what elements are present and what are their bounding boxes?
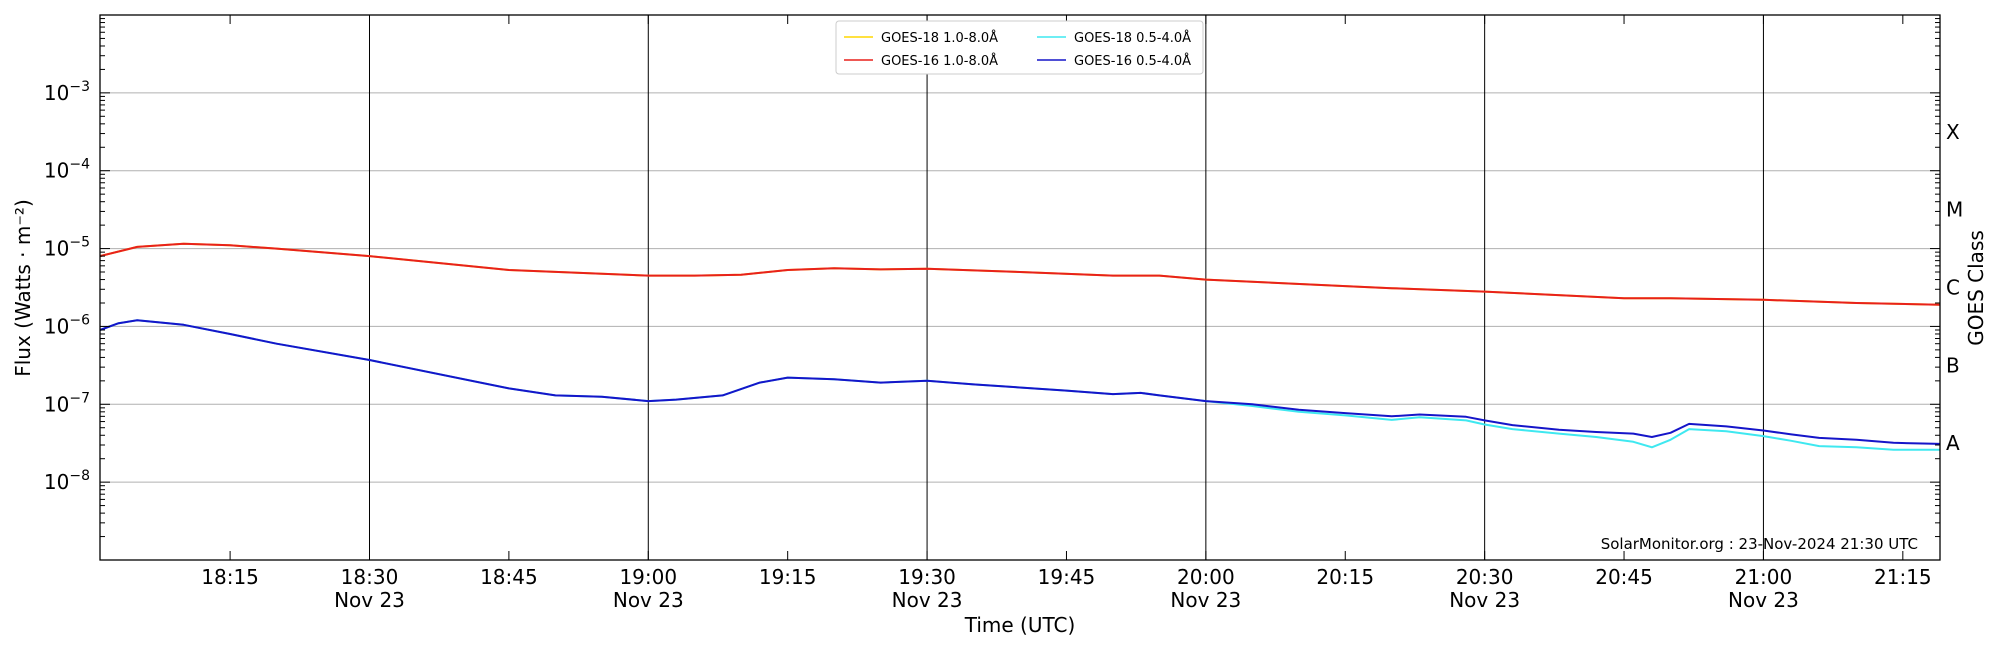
grid-layer — [100, 92, 1940, 483]
x-tick-label: 19:00 — [619, 565, 677, 589]
x-tick-label: 20:15 — [1316, 565, 1374, 589]
goes-class-label: B — [1946, 353, 1960, 377]
y-tick-label: 10−4 — [44, 157, 90, 183]
x-tick-label: 18:30 — [341, 565, 399, 589]
goes-class-labels: A B C M X — [1946, 120, 1963, 455]
x-tick-date-label: Nov 23 — [892, 588, 963, 612]
axis-ticks — [100, 15, 1940, 561]
series-line-3 — [99, 319, 1941, 445]
x-tick-date-label: Nov 23 — [1449, 588, 1520, 612]
y-axis-title: Flux (Watts · m⁻²) — [11, 199, 35, 377]
goes-class-label: M — [1946, 198, 1963, 222]
goes-class-label: C — [1946, 276, 1960, 300]
x-tick-label: 20:30 — [1456, 565, 1514, 589]
x-tick-date-label: Nov 23 — [1728, 588, 1799, 612]
legend-label-goes18-long: GOES-18 1.0-8.0Å — [881, 30, 998, 46]
legend: GOES-18 1.0-8.0Å GOES-16 1.0-8.0Å GOES-1… — [835, 20, 1204, 75]
x-tick-label: 20:45 — [1595, 565, 1653, 589]
x-tick-date-label: Nov 23 — [334, 588, 405, 612]
legend-label-goes16-short: GOES-16 0.5-4.0Å — [1074, 53, 1191, 69]
solarmonitor-annotation: SolarMonitor.org : 23-Nov-2024 21:30 UTC — [1601, 535, 1918, 553]
x-tick-label: 18:15 — [201, 565, 259, 589]
y-tick-labels: 10−810−710−610−510−410−3 — [44, 79, 90, 494]
x-tick-label: 21:15 — [1874, 565, 1932, 589]
series-line-1 — [99, 242, 1941, 306]
x-tick-label: 20:00 — [1177, 565, 1235, 589]
x-tick-label: 19:30 — [898, 565, 956, 589]
plot-frame — [99, 14, 1941, 561]
x-tick-label: 19:45 — [1038, 565, 1096, 589]
y-tick-label: 10−5 — [44, 235, 90, 261]
x-tick-label: 21:00 — [1735, 565, 1793, 589]
x-tick-label: 19:15 — [759, 565, 817, 589]
x-tick-date-label: Nov 23 — [1170, 588, 1241, 612]
legend-label-goes16-long: GOES-16 1.0-8.0Å — [881, 53, 998, 69]
y-axis-right-title: GOES Class — [1964, 230, 1988, 346]
series-lines — [99, 242, 1941, 451]
x-tick-label: 18:45 — [480, 565, 538, 589]
legend-label-goes18-short: GOES-18 0.5-4.0Å — [1074, 30, 1191, 46]
x-tick-date-label: Nov 23 — [613, 588, 684, 612]
x-axis-title: Time (UTC) — [964, 613, 1076, 637]
goes-class-label: X — [1946, 120, 1960, 144]
goes-class-label: A — [1946, 431, 1960, 455]
date-lines — [368, 15, 1764, 560]
legend-frame — [835, 20, 1204, 75]
